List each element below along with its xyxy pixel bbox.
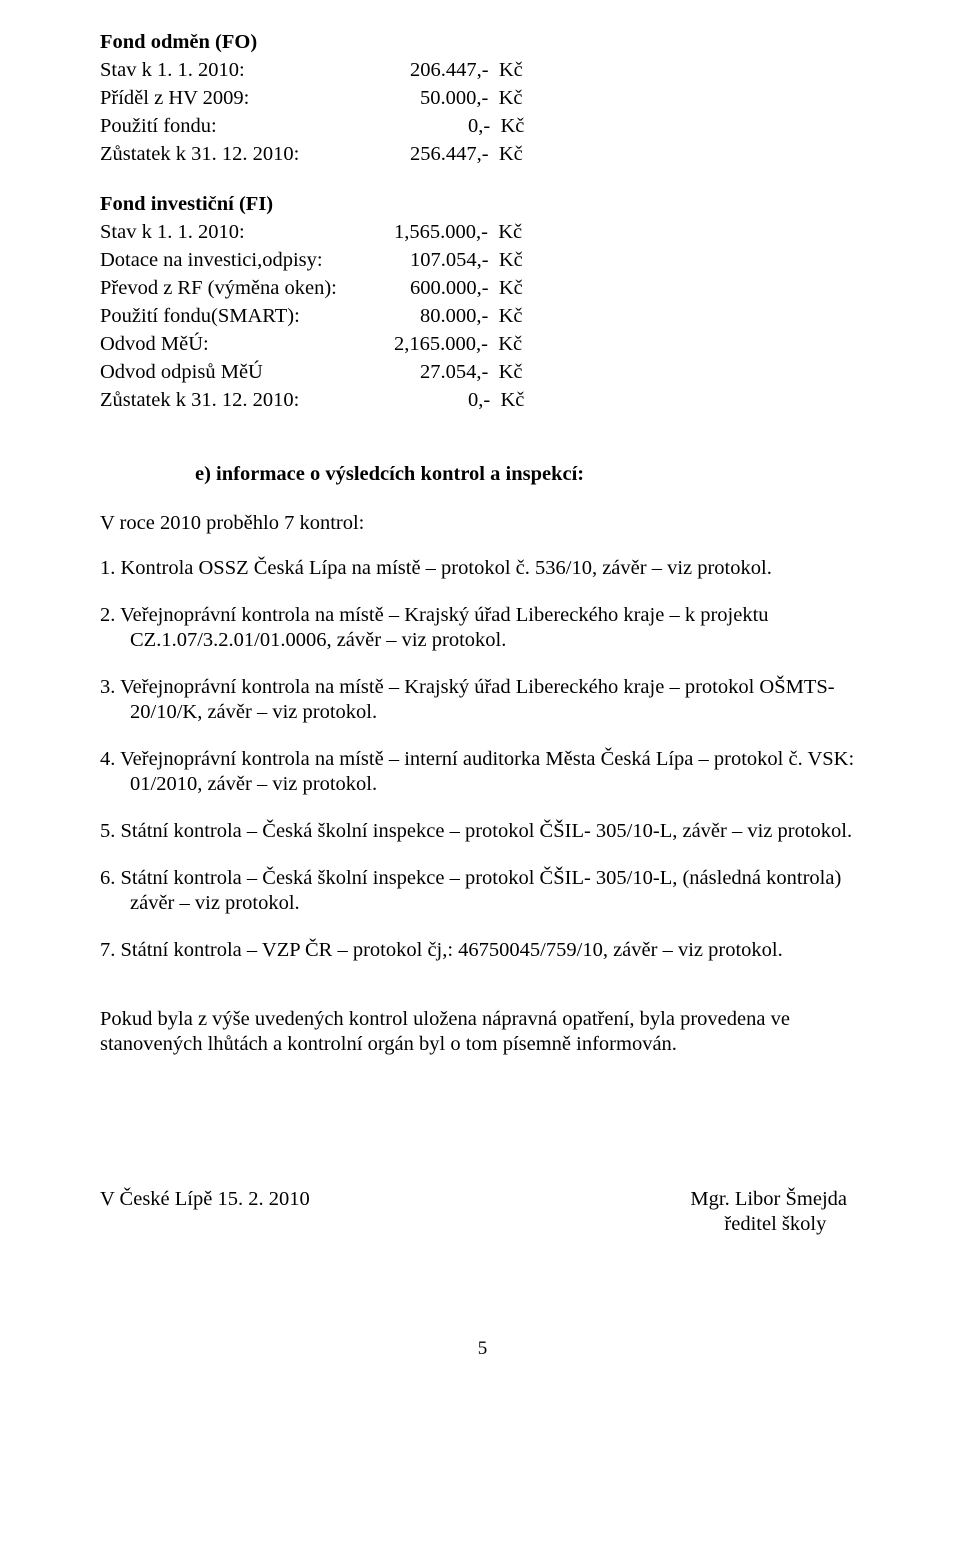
fond-row-value: 0,- Kč [468, 114, 524, 139]
fond-row: Stav k 1. 1. 2010:206.447,- Kč [100, 58, 865, 83]
fond-row-value: 107.054,- Kč [410, 248, 523, 273]
fond-row-value: 600.000,- Kč [410, 276, 523, 301]
fond-row-label: Příděl z HV 2009: [100, 86, 420, 111]
fond-fi-title: Fond investiční (FI) [100, 192, 865, 217]
footer-role: ředitel školy [690, 1212, 847, 1237]
page-number: 5 [100, 1337, 865, 1360]
fond-row-value: 0,- Kč [468, 388, 524, 413]
fond-row-label: Zůstatek k 31. 12. 2010: [100, 388, 468, 413]
list-item: 2. Veřejnoprávní kontrola na místě – Kra… [100, 603, 865, 653]
fond-row: Příděl z HV 2009:50.000,- Kč [100, 86, 865, 111]
fond-row-label: Dotace na investici,odpisy: [100, 248, 410, 273]
fond-row: Stav k 1. 1. 2010:1,565.000,- Kč [100, 220, 865, 245]
fond-row-label: Odvod odpisů MěÚ [100, 360, 420, 385]
fond-fo-title: Fond odměn (FO) [100, 30, 865, 55]
fond-row: Dotace na investici,odpisy:107.054,- Kč [100, 248, 865, 273]
fond-row-value: 206.447,- Kč [410, 58, 523, 83]
fond-row: Zůstatek k 31. 12. 2010:0,- Kč [100, 388, 865, 413]
fond-row: Použití fondu:0,- Kč [100, 114, 865, 139]
section-e-list: 1. Kontrola OSSZ Česká Lípa na místě – p… [100, 556, 865, 963]
fond-row-label: Stav k 1. 1. 2010: [100, 58, 410, 83]
fond-row-value: 50.000,- Kč [420, 86, 522, 111]
section-e-intro: V roce 2010 proběhlo 7 kontrol: [100, 511, 865, 536]
fond-row-label: Zůstatek k 31. 12. 2010: [100, 142, 410, 167]
fond-row: Odvod MěÚ:2,165.000,- Kč [100, 332, 865, 357]
fond-fo-rows: Stav k 1. 1. 2010:206.447,- Kč Příděl z H… [100, 58, 865, 167]
closing-paragraph: Pokud byla z výše uvedených kontrol ulož… [100, 1007, 865, 1057]
list-item: 4. Veřejnoprávní kontrola na místě – int… [100, 747, 865, 797]
fond-row-label: Převod z RF (výměna oken): [100, 276, 410, 301]
list-item: 1. Kontrola OSSZ Česká Lípa na místě – p… [100, 556, 865, 581]
fond-row: Použití fondu(SMART):80.000,- Kč [100, 304, 865, 329]
fond-fi-rows: Stav k 1. 1. 2010:1,565.000,- Kč Dotace n… [100, 220, 865, 413]
fond-row-label: Stav k 1. 1. 2010: [100, 220, 394, 245]
fond-row-label: Použití fondu(SMART): [100, 304, 420, 329]
footer-place-date: V České Lípě 15. 2. 2010 [100, 1187, 310, 1237]
list-item: 6. Státní kontrola – Česká školní inspek… [100, 866, 865, 916]
fond-row-value: 80.000,- Kč [420, 304, 522, 329]
fond-row: Odvod odpisů MěÚ27.054,- Kč [100, 360, 865, 385]
list-item: 3. Veřejnoprávní kontrola na místě – Kra… [100, 675, 865, 725]
list-item: 7. Státní kontrola – VZP ČR – protokol č… [100, 938, 865, 963]
fond-row-value: 2,165.000,- Kč [394, 332, 522, 357]
fond-row-value: 27.054,- Kč [420, 360, 522, 385]
fond-row-value: 1,565.000,- Kč [394, 220, 522, 245]
footer-name: Mgr. Libor Šmejda [690, 1187, 847, 1212]
fond-row-value: 256.447,- Kč [410, 142, 523, 167]
list-item: 5. Státní kontrola – Česká školní inspek… [100, 819, 865, 844]
fond-row-label: Odvod MěÚ: [100, 332, 394, 357]
fond-row: Převod z RF (výměna oken):600.000,- Kč [100, 276, 865, 301]
footer: V České Lípě 15. 2. 2010 Mgr. Libor Šmej… [100, 1187, 865, 1237]
fond-row: Zůstatek k 31. 12. 2010:256.447,- Kč [100, 142, 865, 167]
section-e-heading: e) informace o výsledcích kontrol a insp… [195, 462, 865, 487]
fond-row-label: Použití fondu: [100, 114, 468, 139]
